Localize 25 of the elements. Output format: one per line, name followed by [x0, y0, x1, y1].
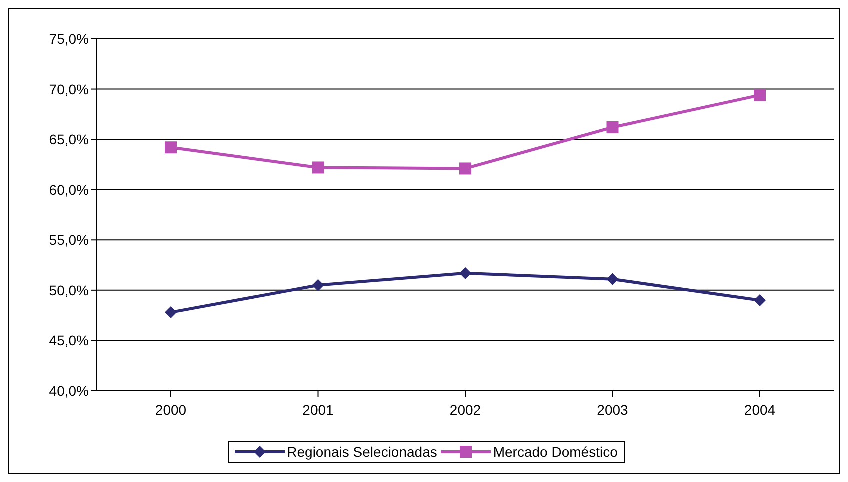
- x-tick-label: 2003: [597, 402, 629, 418]
- point: [312, 279, 324, 292]
- point: [460, 267, 472, 280]
- y-tick-label: 40,0%: [49, 382, 89, 399]
- point: [165, 306, 177, 319]
- x-tick-label: 2004: [744, 402, 776, 418]
- point: [754, 294, 766, 306]
- point: [754, 89, 766, 102]
- point: [460, 162, 472, 175]
- point: [165, 142, 177, 154]
- legend-label: Mercado Doméstico: [493, 444, 618, 460]
- y-tick-label: 50,0%: [49, 282, 89, 298]
- point: [606, 122, 619, 134]
- y-tick-label: 45,0%: [49, 332, 89, 349]
- legend-label: Regionais Selecionadas: [287, 444, 438, 460]
- y-tick-label: 65,0%: [49, 132, 89, 148]
- y-tick-label: 75,0%: [49, 30, 89, 47]
- point: [606, 273, 619, 286]
- y-tick-label: 70,0%: [49, 81, 89, 98]
- x-tick-label: 2002: [450, 402, 482, 418]
- x-tick-label: 2000: [155, 402, 187, 418]
- point: [312, 162, 324, 174]
- y-tick-label: 55,0%: [49, 232, 89, 248]
- y-tick-label: 60,0%: [49, 182, 89, 198]
- x-tick-label: 2001: [302, 402, 334, 418]
